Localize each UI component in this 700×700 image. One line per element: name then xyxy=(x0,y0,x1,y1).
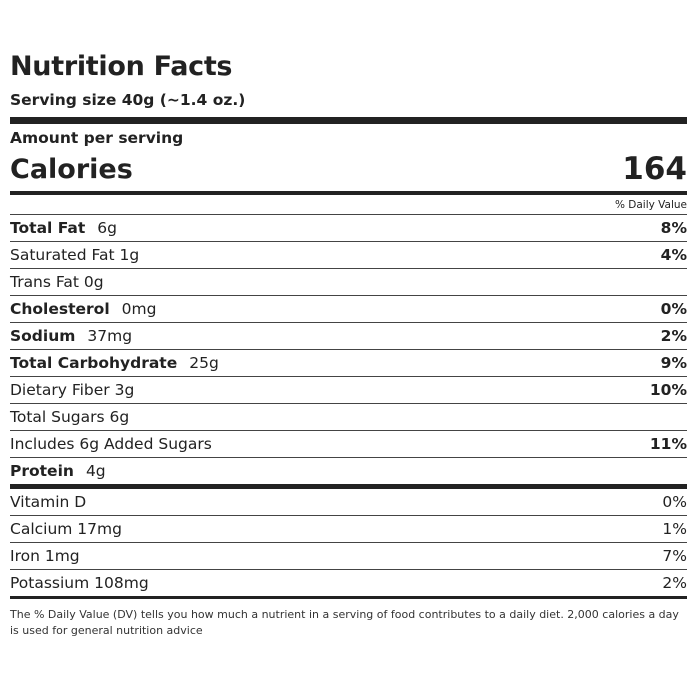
nutrient-name: Dietary Fiber 3g xyxy=(10,381,135,399)
vitamin-name: Iron 1mg xyxy=(10,547,80,565)
nutrient-row-protein: Protein 4g xyxy=(10,457,687,484)
calories-value: 164 xyxy=(622,151,687,187)
nutrient-dv: 2% xyxy=(660,327,687,345)
vitamin-dv: 2% xyxy=(662,574,687,592)
nutrient-name: Includes 6g Added Sugars xyxy=(10,435,212,453)
nutrient-amount: 0mg xyxy=(121,300,157,318)
nutrient-name: Total Fat xyxy=(10,219,86,237)
nutrient-name: Cholesterol xyxy=(10,300,110,318)
nutrient-dv: 11% xyxy=(649,435,687,453)
nutrition-facts-label: Nutrition Facts Serving size 40g (~1.4 o… xyxy=(10,50,687,639)
nutrient-dv: 9% xyxy=(660,354,687,372)
nutrient-amount: 6g xyxy=(97,219,117,237)
nutrient-dv: 8% xyxy=(660,219,687,237)
daily-value-header: % Daily Value xyxy=(614,199,687,211)
nutrient-name: Saturated Fat 1g xyxy=(10,246,140,264)
bottom-divider xyxy=(10,596,687,599)
nutrient-row-added-sugars: Includes 6g Added Sugars 11% xyxy=(10,430,687,457)
amount-per-serving: Amount per serving xyxy=(10,129,184,147)
nutrient-amount: 4g xyxy=(85,462,106,480)
nutrient-row-trans-fat: Trans Fat 0g xyxy=(10,268,687,295)
nutrient-dv: 4% xyxy=(660,246,687,264)
nutrient-dv: 0% xyxy=(660,300,687,318)
nutrient-name: Total Sugars 6g xyxy=(10,408,130,426)
nutrient-name: Trans Fat 0g xyxy=(10,273,104,291)
nutrient-amount: 25g xyxy=(189,354,219,372)
nutrient-row-cholesterol: Cholesterol 0mg 0% xyxy=(10,295,687,322)
nutrient-row-saturated-fat: Saturated Fat 1g 4% xyxy=(10,241,687,268)
nutrient-row-total-carbohydrate: Total Carbohydrate 25g 9% xyxy=(10,349,687,376)
nutrient-dv: 10% xyxy=(649,381,687,399)
nutrient-row-dietary-fiber: Dietary Fiber 3g 10% xyxy=(10,376,687,403)
nutrient-row-total-sugars: Total Sugars 6g xyxy=(10,403,687,430)
thick-divider xyxy=(10,117,687,124)
vitamin-row-calcium: Calcium 17mg 1% xyxy=(10,515,687,542)
medium-divider xyxy=(10,191,687,195)
vitamin-dv: 7% xyxy=(662,547,687,565)
vitamin-row-vitamin-d: Vitamin D 0% xyxy=(10,489,687,515)
vitamin-name: Potassium 108mg xyxy=(10,574,149,592)
vitamin-dv: 1% xyxy=(662,520,687,538)
vitamin-row-potassium: Potassium 108mg 2% xyxy=(10,569,687,596)
serving-size: Serving size 40g (~1.4 oz.) xyxy=(10,91,246,109)
vitamin-row-iron: Iron 1mg 7% xyxy=(10,542,687,569)
daily-value-footnote: The % Daily Value (DV) tells you how muc… xyxy=(10,608,679,637)
vitamin-dv: 0% xyxy=(662,493,687,511)
nutrient-name: Total Carbohydrate xyxy=(10,354,178,372)
vitamins-divider xyxy=(10,484,687,489)
vitamin-name: Calcium 17mg xyxy=(10,520,122,538)
nutrient-row-sodium: Sodium 37mg 2% xyxy=(10,322,687,349)
nutrient-amount: 37mg xyxy=(87,327,133,345)
nutrient-name: Sodium xyxy=(10,327,76,345)
calories-row: Calories 164 xyxy=(10,149,687,187)
nutrient-row-total-fat: Total Fat 6g 8% xyxy=(10,214,687,241)
nutrient-name: Protein xyxy=(10,462,74,480)
calories-label: Calories xyxy=(10,154,133,185)
vitamin-name: Vitamin D xyxy=(10,493,87,511)
label-title: Nutrition Facts xyxy=(10,51,233,82)
